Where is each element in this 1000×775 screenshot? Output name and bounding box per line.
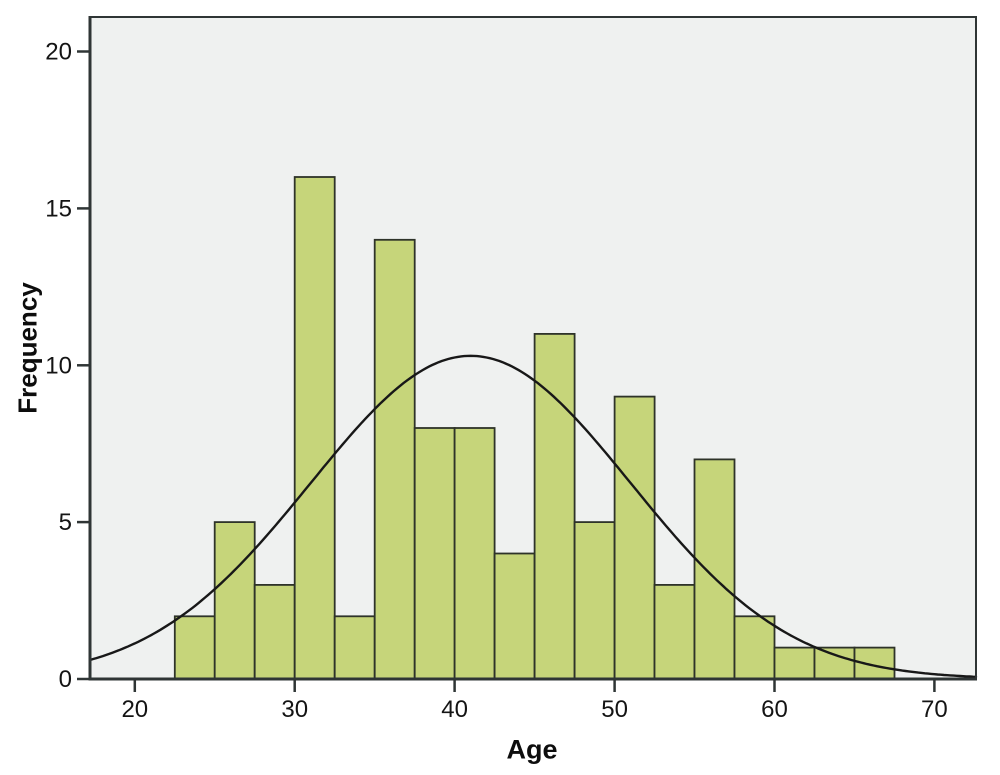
x-tick-label: 70 <box>921 696 948 723</box>
histogram-bar <box>253 584 296 680</box>
y-tick-label: 5 <box>59 509 72 536</box>
x-tick-label: 60 <box>761 696 788 723</box>
x-tick-label: 50 <box>601 696 628 723</box>
y-tick-label: 15 <box>45 195 72 222</box>
histogram-bar <box>693 458 736 680</box>
histogram-bar <box>213 521 256 680</box>
y-tick-label: 20 <box>45 39 72 66</box>
x-tick-label: 20 <box>121 696 148 723</box>
y-tick-label: 0 <box>59 666 72 693</box>
y-axis-title: Frequency <box>12 282 43 414</box>
histogram-bar <box>173 615 216 680</box>
x-axis-title: Age <box>506 734 558 765</box>
x-tick-label: 30 <box>281 696 308 723</box>
x-tick-label: 40 <box>441 696 468 723</box>
histogram-bar <box>733 615 776 680</box>
histogram-bar <box>453 427 496 680</box>
y-tick-label: 10 <box>45 352 72 379</box>
histogram-bar <box>413 427 456 680</box>
histogram-bar <box>773 646 816 680</box>
histogram-bar <box>813 646 856 680</box>
histogram-bar <box>373 238 416 680</box>
histogram-bar <box>333 615 376 680</box>
histogram-bar <box>493 552 536 680</box>
histogram-bar <box>533 332 576 680</box>
histogram-bar <box>573 521 616 680</box>
histogram-bar <box>613 395 656 680</box>
normal-curve <box>88 354 978 678</box>
histogram-bar <box>293 176 336 680</box>
histogram-bar <box>653 584 696 680</box>
